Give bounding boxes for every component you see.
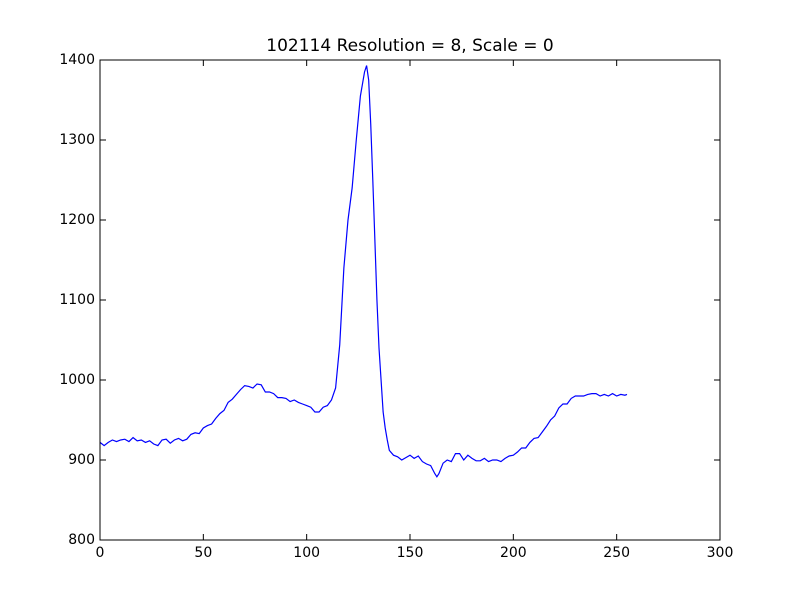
data-line [99, 65, 628, 478]
x-tick-label: 100 [293, 545, 320, 561]
x-tick-label: 250 [603, 545, 630, 561]
chart-title: 102114 Resolution = 8, Scale = 0 [266, 36, 553, 56]
x-tick-label: 150 [397, 545, 424, 561]
y-tick-label: 900 [68, 452, 95, 468]
x-tick-label: 0 [96, 545, 105, 561]
y-tick-label: 1100 [59, 292, 95, 308]
plot-frame [99, 59, 721, 541]
y-tick-label: 800 [68, 532, 95, 548]
x-tick-label: 200 [500, 545, 527, 561]
y-tick-label: 1400 [59, 52, 95, 68]
y-tick-label: 1200 [59, 212, 95, 228]
x-tick-label: 300 [707, 545, 734, 561]
x-tick-label: 50 [194, 545, 212, 561]
y-tick-label: 1300 [59, 132, 95, 148]
y-tick-label: 1000 [59, 372, 95, 388]
